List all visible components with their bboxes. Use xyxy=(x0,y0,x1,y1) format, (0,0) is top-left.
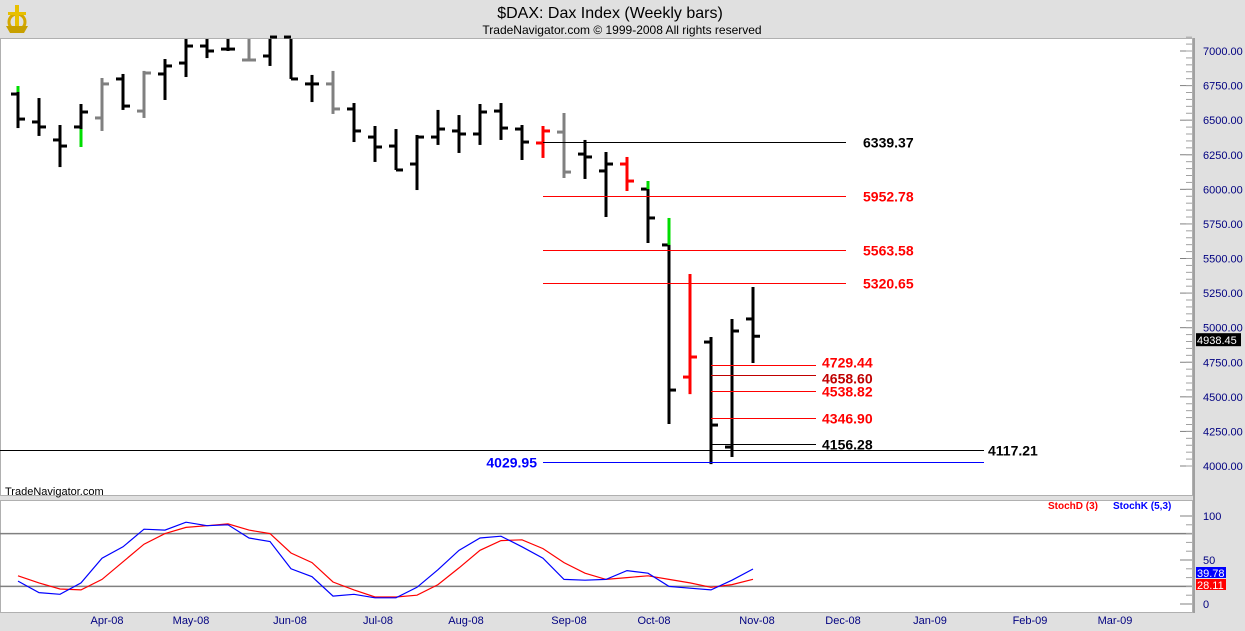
price-bar xyxy=(389,129,403,172)
chart-subtitle: TradeNavigator.com © 1999-2008 All right… xyxy=(482,23,761,37)
price-bar xyxy=(410,134,424,191)
y-tick-label: 7000.00 xyxy=(1203,46,1243,58)
price-bar xyxy=(620,156,634,191)
y-tick-label: 4750.00 xyxy=(1203,357,1243,369)
level-label: 4729.44 xyxy=(822,355,873,371)
price-bar xyxy=(368,125,382,162)
legend-stochd: StochD (3) xyxy=(1048,501,1098,512)
x-tick-label: Sep-08 xyxy=(551,615,586,627)
stochastic-panel xyxy=(0,500,1193,613)
x-tick-label: Jul-08 xyxy=(363,615,393,627)
stoch-y-tick-label: 0 xyxy=(1203,599,1209,611)
y-tick-label: 4250.00 xyxy=(1203,426,1243,438)
price-bar xyxy=(263,35,277,66)
stochk-value-box xyxy=(1196,567,1226,578)
stochk-value: 39.78 xyxy=(1197,568,1225,580)
last-price-label: 4938.45 xyxy=(1197,335,1237,347)
price-bar xyxy=(704,336,718,465)
price-bar xyxy=(473,103,487,145)
x-tick-label: Jun-08 xyxy=(273,615,307,627)
level-label: 6339.37 xyxy=(863,135,914,151)
price-bar xyxy=(116,73,130,110)
stoch-line-stochd xyxy=(17,523,754,598)
watermark-text: TradeNavigator.com xyxy=(5,486,104,498)
price-bar xyxy=(557,112,571,178)
x-tick-label: Apr-08 xyxy=(90,615,123,627)
level-label: 4658.60 xyxy=(822,371,873,387)
last-price-box xyxy=(1196,333,1241,347)
stochd-value-box xyxy=(1196,579,1226,590)
stochd-value: 28.11 xyxy=(1197,580,1224,592)
y-tick-label: 4500.00 xyxy=(1203,392,1243,404)
stoch-y-tick-label: 100 xyxy=(1203,511,1221,523)
logo-icon xyxy=(6,5,28,33)
level-label: 5563.58 xyxy=(863,243,914,259)
x-tick-label: Aug-08 xyxy=(448,615,483,627)
y-tick-label: 5500.00 xyxy=(1203,254,1243,266)
price-bar xyxy=(74,103,88,148)
price-bar xyxy=(746,287,760,363)
price-bar xyxy=(95,77,109,131)
axes: 4000.00 4250.00 4500.00 4750.00 5000.00 5250.… xyxy=(90,36,1243,627)
x-tick-label: Oct-08 xyxy=(637,615,670,627)
stoch-y-tick-label: 50 xyxy=(1203,555,1215,567)
y-tick-label: 6500.00 xyxy=(1203,115,1243,127)
level-label: 4156.28 xyxy=(822,437,873,453)
price-bar xyxy=(515,125,529,161)
y-tick-label: 6000.00 xyxy=(1203,184,1243,196)
x-tick-label: Nov-08 xyxy=(739,615,774,627)
price-bar xyxy=(53,125,67,168)
price-bar xyxy=(452,115,466,153)
x-tick-label: Feb-09 xyxy=(1013,615,1048,627)
level-label: 5952.78 xyxy=(863,189,914,205)
price-bar xyxy=(242,39,256,62)
price-bar xyxy=(431,109,445,145)
price-bar xyxy=(11,86,25,129)
price-bar xyxy=(578,139,592,179)
price-bar xyxy=(662,217,676,424)
price-bar xyxy=(305,74,319,103)
y-tick-label: 5750.00 xyxy=(1203,219,1243,231)
y-tick-label: 5250.00 xyxy=(1203,288,1243,300)
y-tick-label: 6250.00 xyxy=(1203,150,1243,162)
level-label: 4029.95 xyxy=(486,455,537,471)
y-tick-label: 6750.00 xyxy=(1203,81,1243,93)
price-panel xyxy=(0,38,1193,496)
price-bar xyxy=(725,318,739,458)
price-bar xyxy=(200,39,214,59)
chart-title: $DAX: Dax Index (Weekly bars) xyxy=(497,5,723,22)
price-plot: 6339.37 5952.78 5563.58 5320.65 4729.444658.… xyxy=(0,35,1038,471)
price-bar xyxy=(137,70,151,118)
stoch-line-stochk xyxy=(17,521,754,599)
x-tick-label: May-08 xyxy=(173,615,210,627)
price-bar xyxy=(179,39,193,78)
legend-stochk: StochK (5,3) xyxy=(1113,501,1171,512)
price-bar xyxy=(32,98,46,136)
price-bar xyxy=(494,103,508,140)
price-bar xyxy=(536,125,550,158)
price-bar xyxy=(599,151,613,218)
level-label: 4346.90 xyxy=(822,411,873,427)
level-label: 4117.21 xyxy=(988,443,1038,459)
price-bar xyxy=(683,273,697,395)
level-label: 4538.82 xyxy=(822,384,873,400)
price-bar xyxy=(158,59,172,100)
x-tick-label: Jan-09 xyxy=(913,615,947,627)
price-bar xyxy=(284,35,298,81)
y-tick-label: 5000.00 xyxy=(1203,323,1243,335)
x-tick-label: Dec-08 xyxy=(825,615,860,627)
stochastic-plot xyxy=(0,521,1192,599)
price-bar xyxy=(641,181,655,244)
price-bar xyxy=(347,103,361,143)
price-bar xyxy=(221,39,235,52)
price-bar xyxy=(326,70,340,114)
x-tick-label: Mar-09 xyxy=(1098,615,1133,627)
y-tick-label: 4000.00 xyxy=(1203,461,1243,473)
level-label: 5320.65 xyxy=(863,276,914,292)
